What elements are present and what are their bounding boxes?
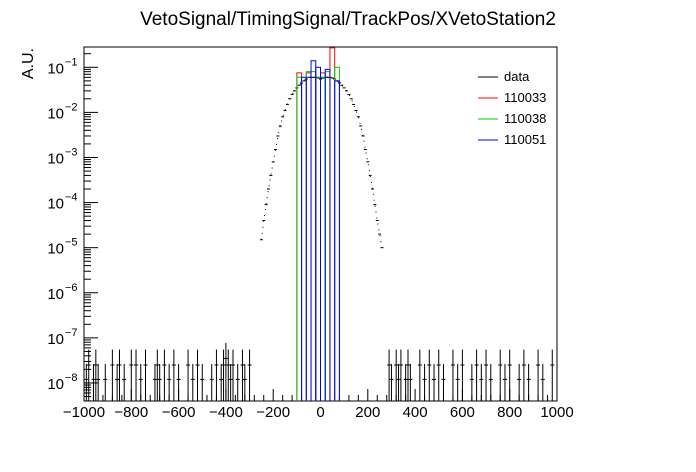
y-tick-label: 10 [47, 241, 64, 258]
histogram-bin [310, 60, 317, 401]
y-axis-label: A.U. [20, 48, 37, 79]
series-layer [84, 47, 555, 401]
x-tick-label: −600 [162, 404, 196, 421]
y-tick-exponent: −4 [65, 192, 78, 204]
y-tick-exponent: −3 [65, 146, 78, 158]
x-tick-label: −200 [256, 404, 290, 421]
legend: data 110033 110038 110051 [478, 69, 546, 147]
x-tick-label: 200 [355, 404, 380, 421]
y-tick-exponent: −1 [65, 56, 78, 68]
histogram-bin [315, 66, 321, 401]
y-tick-exponent: −8 [65, 372, 78, 384]
legend-label: 110033 [504, 90, 546, 105]
histogram-bin [296, 76, 303, 401]
histogram-bin [324, 71, 331, 401]
histogram-bin [301, 76, 307, 401]
y-tick-label: 10 [47, 196, 64, 213]
x-axis: −1000 −800 −600 −400 −200 0 200 400 600 800 1000 [63, 389, 574, 421]
histogram-bin [329, 47, 336, 401]
histogram-bin [334, 80, 340, 401]
x-tick-label: 800 [497, 404, 522, 421]
x-tick-label: 1000 [540, 404, 573, 421]
y-tick-exponent: −6 [65, 282, 78, 294]
y-tick-exponent: −5 [65, 237, 78, 249]
y-tick-label: 10 [47, 105, 64, 122]
x-tick-label: −1000 [63, 404, 105, 421]
y-tick-label: 10 [47, 376, 64, 393]
data-series-line [260, 76, 383, 248]
histogram-bin [324, 68, 331, 401]
x-tick-label: 600 [450, 404, 475, 421]
legend-label: 110038 [504, 111, 546, 126]
histogram-bin [334, 66, 340, 401]
y-tick-exponent: −2 [65, 101, 78, 113]
histogram-bin [296, 72, 303, 401]
y-tick-label: 10 [47, 331, 64, 348]
legend-label: data [504, 69, 530, 84]
y-tick-exponent: −7 [65, 327, 78, 339]
histogram-bin [320, 72, 326, 401]
x-tick-label: −800 [114, 404, 148, 421]
legend-label: 110051 [504, 132, 546, 147]
y-tick-label: 10 [47, 286, 64, 303]
y-axis: 10−810−710−610−510−410−310−210−1 [47, 53, 98, 402]
x-tick-label: 400 [403, 404, 428, 421]
x-tick-label: −400 [209, 404, 243, 421]
y-tick-label: 10 [47, 60, 64, 77]
chart-title: VetoSignal/TimingSignal/TrackPos/XVetoSt… [140, 9, 556, 30]
y-tick-label: 10 [47, 150, 64, 167]
histogram-bin [305, 72, 312, 401]
x-tick-label: 0 [316, 404, 324, 421]
